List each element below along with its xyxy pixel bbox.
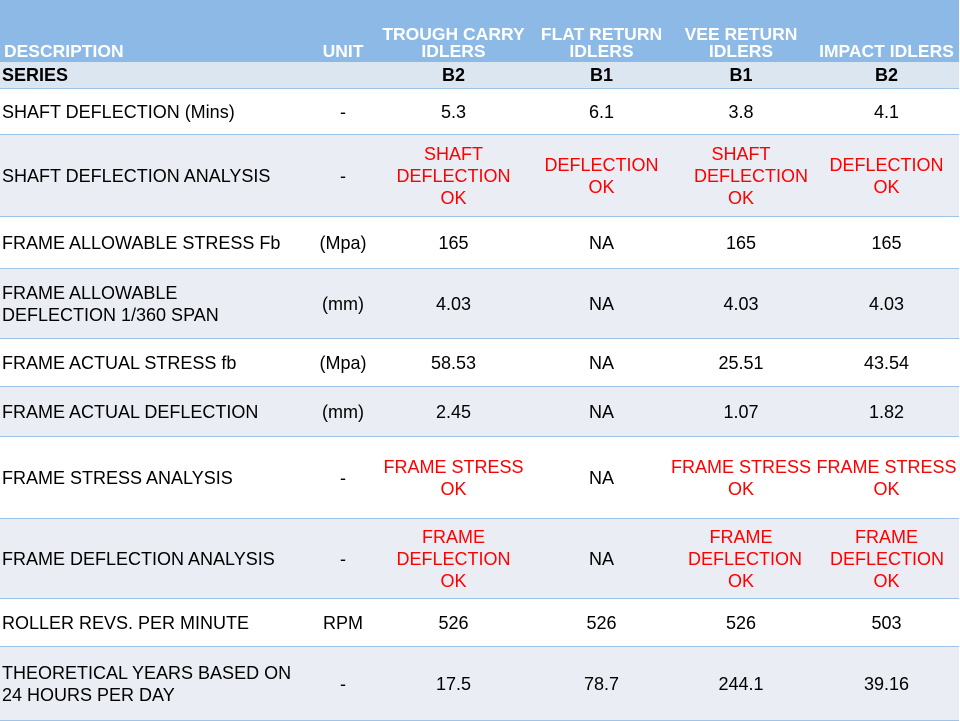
table-row: SHAFT DEFLECTION ANALYSIS - SHAFT DEFLEC…	[0, 134, 959, 217]
table-row: FRAME ACTUAL DEFLECTION (mm) 2.45 NA 1.0…	[0, 386, 959, 437]
table-row: FRAME ALLOWABLE DEFLECTION 1/360 SPAN (m…	[0, 268, 959, 339]
row-unit: (mm)	[314, 386, 372, 437]
header-impact-idlers: IMPACT IDLERS	[814, 0, 959, 62]
header-vee-return-idlers: VEE RETURN IDLERS	[668, 0, 814, 62]
row-unit: -	[314, 436, 372, 519]
row-unit: -	[314, 646, 372, 721]
cell-impact: 165	[814, 216, 959, 269]
cell-trough: FRAME DEFLECTION OK	[372, 518, 535, 599]
table-row: FRAME STRESS ANALYSIS - FRAME STRESS OK …	[0, 436, 959, 519]
row-unit: -	[314, 518, 372, 599]
cell-vee: 4.03	[668, 268, 814, 339]
table-row: FRAME DEFLECTION ANALYSIS - FRAME DEFLEC…	[0, 518, 959, 599]
header-row: DESCRIPTION UNIT TROUGH CARRY IDLERS FLA…	[0, 0, 959, 62]
cell-trough: 2.45	[372, 386, 535, 437]
table-row: FRAME ACTUAL STRESS fb (Mpa) 58.53 NA 25…	[0, 338, 959, 387]
header-description: DESCRIPTION	[0, 0, 314, 62]
table-row: FRAME ALLOWABLE STRESS Fb (Mpa) 165 NA 1…	[0, 216, 959, 269]
row-unit: (mm)	[314, 268, 372, 339]
cell-flat: 526	[535, 598, 668, 647]
cell-impact: 503	[814, 598, 959, 647]
row-unit: -	[314, 88, 372, 135]
series-row: SERIES B2 B1 B1 B2	[0, 62, 959, 89]
cell-impact: 1.82	[814, 386, 959, 437]
cell-flat: NA	[535, 216, 668, 269]
cell-impact: FRAME DEFLECTION OK	[814, 518, 959, 599]
cell-vee: 1.07	[668, 386, 814, 437]
cell-vee: 526	[668, 598, 814, 647]
row-description: SHAFT DEFLECTION (Mins)	[0, 88, 314, 135]
cell-impact: 4.1	[814, 88, 959, 135]
row-description: SHAFT DEFLECTION ANALYSIS	[0, 134, 314, 217]
cell-vee: 25.51	[668, 338, 814, 387]
row-unit: -	[314, 134, 372, 217]
cell-trough: 165	[372, 216, 535, 269]
header-flat-return-idlers: FLAT RETURN IDLERS	[535, 0, 668, 62]
row-description: FRAME ACTUAL DEFLECTION	[0, 386, 314, 437]
cell-trough: 58.53	[372, 338, 535, 387]
cell-vee: 244.1	[668, 646, 814, 721]
row-unit: (Mpa)	[314, 216, 372, 269]
series-trough: B2	[372, 62, 535, 89]
cell-trough: 17.5	[372, 646, 535, 721]
row-unit: RPM	[314, 598, 372, 647]
cell-vee: FRAME STRESS OK	[668, 436, 814, 519]
cell-flat: NA	[535, 386, 668, 437]
cell-trough: 4.03	[372, 268, 535, 339]
cell-impact: 43.54	[814, 338, 959, 387]
cell-vee: 165	[668, 216, 814, 269]
row-description: FRAME STRESS ANALYSIS	[0, 436, 314, 519]
row-unit: (Mpa)	[314, 338, 372, 387]
row-description: ROLLER REVS. PER MINUTE	[0, 598, 314, 647]
cell-flat: 6.1	[535, 88, 668, 135]
cell-flat: NA	[535, 338, 668, 387]
cell-trough: FRAME STRESS OK	[372, 436, 535, 519]
header-unit: UNIT	[314, 0, 372, 62]
series-vee: B1	[668, 62, 814, 89]
row-description: FRAME ALLOWABLE DEFLECTION 1/360 SPAN	[0, 268, 314, 339]
series-flat: B1	[535, 62, 668, 89]
row-description: THEORETICAL YEARS BASED ON 24 HOURS PER …	[0, 646, 314, 721]
cell-trough: SHAFT DEFLECTION OK	[372, 134, 535, 217]
row-description: FRAME ALLOWABLE STRESS Fb	[0, 216, 314, 269]
cell-impact: 39.16	[814, 646, 959, 721]
row-description: FRAME ACTUAL STRESS fb	[0, 338, 314, 387]
cell-trough: 5.3	[372, 88, 535, 135]
cell-flat: NA	[535, 268, 668, 339]
table-row: SHAFT DEFLECTION (Mins) - 5.3 6.1 3.8 4.…	[0, 88, 959, 135]
cell-impact: FRAME STRESS OK	[814, 436, 959, 519]
cell-vee: 3.8	[668, 88, 814, 135]
cell-flat: NA	[535, 518, 668, 599]
series-impact: B2	[814, 62, 959, 89]
table-row: ROLLER REVS. PER MINUTE RPM 526 526 526 …	[0, 598, 959, 647]
cell-impact: 4.03	[814, 268, 959, 339]
cell-flat: 78.7	[535, 646, 668, 721]
table-row: THEORETICAL YEARS BASED ON 24 HOURS PER …	[0, 646, 959, 721]
cell-vee: FRAME DEFLECTION OK	[668, 518, 814, 599]
cell-impact: DEFLECTION OK	[814, 134, 959, 217]
cell-flat: NA	[535, 436, 668, 519]
cell-flat: DEFLECTION OK	[535, 134, 668, 217]
cell-vee: SHAFT DEFLECTION OK	[668, 134, 814, 217]
header-trough-carry-idlers: TROUGH CARRY IDLERS	[372, 0, 535, 62]
series-label: SERIES	[0, 62, 314, 89]
series-unit	[314, 62, 372, 89]
row-description: FRAME DEFLECTION ANALYSIS	[0, 518, 314, 599]
cell-trough: 526	[372, 598, 535, 647]
